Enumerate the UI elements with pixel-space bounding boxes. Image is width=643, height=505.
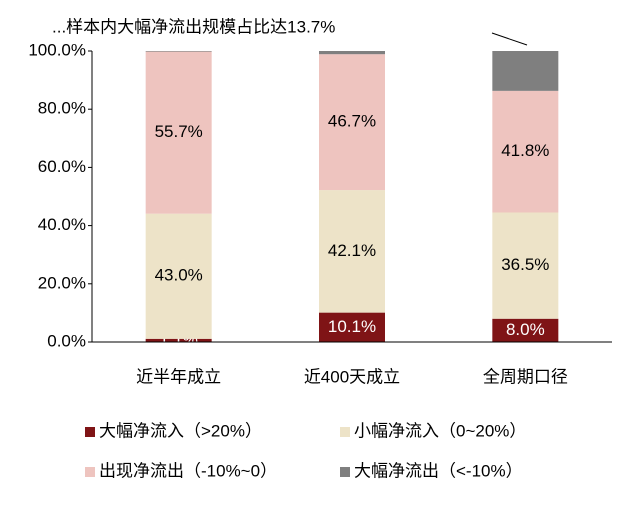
legend-label: 大幅净流入（>20%） [99,421,262,440]
y-tick-label: 20.0% [38,273,86,292]
bar-segment [492,212,559,319]
y-tick-label: 60.0% [38,157,86,176]
annotation: ...样本内大幅净流出规模占比达13.7% [52,17,335,36]
legend-label: 出现净流出（-10%~0） [99,461,277,480]
data-label: 41.8% [501,141,549,160]
y-tick-label: 80.0% [38,99,86,118]
data-label: 43.0% [155,266,203,285]
data-label: 42.1% [328,241,376,260]
data-label: 46.7% [328,112,376,131]
bar-segment [319,312,385,342]
data-label: 55.7% [155,122,203,141]
legend-swatch [85,467,95,477]
legend-swatch [340,467,350,477]
bar-segment [492,51,559,91]
x-tick-label: 近400天成立 [304,367,400,386]
legend-label: 小幅净流入（0~20%） [354,421,526,440]
bar-segment [145,51,212,52]
bar-segment [492,90,559,213]
data-label: 8.0% [506,320,545,339]
annotation-leader [491,32,528,46]
data-label: 10.1% [328,317,376,336]
legend-label: 大幅净流出（<-10%） [354,461,523,480]
x-tick-label: 全周期口径 [483,367,568,386]
bar-segment [145,213,212,339]
legend-swatch [340,427,350,437]
bar-segment [145,51,212,214]
bar-segment [319,54,385,191]
y-tick-label: 40.0% [38,215,86,234]
y-tick-label: 100.0% [28,40,86,59]
x-tick-label: 近半年成立 [136,367,221,386]
y-tick-label: 0.0% [47,331,86,350]
bar-segment [319,51,385,55]
bar-segment [492,318,559,342]
bar-segment [145,338,212,342]
bar-segment [319,190,385,313]
legend-swatch [85,427,95,437]
data-label: 36.5% [501,255,549,274]
